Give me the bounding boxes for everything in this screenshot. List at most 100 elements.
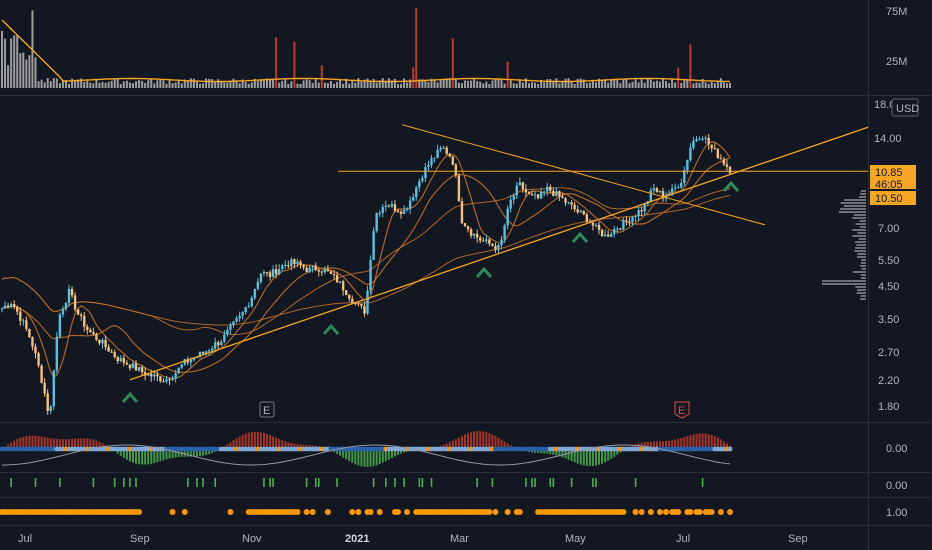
oscillator-bar [701, 433, 704, 449]
candle-body [515, 185, 518, 196]
oscillator-bar [89, 438, 92, 449]
candle-body [348, 295, 351, 299]
oscillator-bar [372, 449, 375, 467]
oscillator-bar [366, 449, 369, 467]
candle-body [3, 305, 7, 309]
oscillator-pane-3 [0, 509, 733, 515]
candle-body [591, 222, 595, 226]
candle-body [613, 228, 616, 234]
oscillator-bar [192, 449, 195, 457]
volume-profile-bar [855, 286, 866, 288]
volume-bar [558, 83, 561, 88]
candle-body [131, 363, 135, 369]
signal-tick [384, 478, 387, 487]
signal-dot [367, 509, 374, 515]
candle-body [667, 193, 671, 196]
candle-body [320, 271, 324, 273]
candle-body [549, 186, 552, 191]
volume-profile-bar [853, 271, 866, 273]
earnings-marker-past [259, 401, 275, 418]
signal-tick [202, 478, 204, 487]
candle-body [704, 137, 707, 139]
volume-bar [211, 79, 214, 88]
candle-body [153, 374, 156, 377]
oscillator-bar [683, 437, 686, 449]
pivot-marker [722, 180, 740, 192]
volume-profile-bar [860, 277, 866, 279]
candle-body [171, 378, 174, 381]
signal-dot [687, 509, 694, 515]
price-tag-countdown: 46:05 [875, 179, 903, 191]
candle-body [34, 346, 37, 354]
candle-body [326, 269, 330, 272]
volume-pane [1, 8, 731, 89]
signal-tick [305, 478, 308, 487]
volume-profile-bar [854, 250, 866, 252]
candle-body [661, 190, 665, 199]
signal-tick [476, 478, 478, 487]
oscillator-bar [692, 434, 695, 449]
oscillator-bar [339, 449, 342, 456]
volume-bar [692, 83, 695, 88]
candle-body [192, 357, 196, 360]
volume-bar [619, 83, 622, 88]
candle-body [393, 204, 397, 211]
candle-body [22, 320, 25, 322]
volume-profile-bar [852, 229, 866, 231]
oscillator-bar [68, 439, 71, 449]
candle-body [6, 305, 10, 308]
price-candles [0, 134, 732, 415]
volume-bar [247, 83, 250, 88]
oscillator-bar [643, 441, 646, 449]
signal-dot [324, 509, 331, 515]
volume-bar [567, 78, 570, 88]
volume-bar [384, 81, 387, 88]
volume-bar [266, 78, 269, 88]
volume-profile-bar [840, 202, 866, 204]
oscillator-bar [570, 449, 573, 461]
price-tag-current [870, 165, 916, 189]
candle-body [415, 187, 418, 198]
volume-bar [61, 79, 64, 88]
oscillator-bar [64, 439, 67, 449]
volume-bar [527, 83, 530, 88]
candle-body [73, 295, 77, 310]
signal-tick [701, 478, 704, 487]
candle-body [485, 239, 488, 241]
volume-bar [7, 65, 10, 88]
candle-body [235, 318, 238, 322]
oscillator-bar [348, 449, 351, 462]
oscillator-bar [445, 443, 448, 449]
candle-body [497, 244, 500, 250]
oscillator-bar [156, 449, 159, 463]
candle-body [19, 311, 22, 321]
volume-bar [55, 78, 58, 88]
oscillator-bar [174, 449, 177, 458]
candle-body [351, 298, 354, 304]
price-tick-label: 2.70 [878, 347, 899, 359]
candle-body [366, 290, 369, 314]
oscillator-bar [658, 441, 661, 449]
volume-bar [381, 78, 384, 88]
moving-average-line [1, 141, 731, 380]
volume-bar [695, 82, 698, 88]
candle-body [430, 158, 433, 165]
oscillator-bar [476, 431, 479, 449]
candle-body [652, 188, 656, 191]
oscillator-bar [488, 433, 491, 449]
price-tag-second [870, 191, 916, 205]
volume-bar [49, 81, 52, 88]
oscillator-bar [101, 443, 104, 449]
volume-bar [439, 79, 442, 88]
volume-bar [698, 82, 701, 88]
signal-dot [492, 509, 499, 515]
volume-bar [256, 81, 259, 88]
signal-dot [663, 509, 670, 515]
volume-bar [168, 80, 171, 88]
oscillator-bar [250, 432, 253, 449]
candle-body [253, 288, 257, 298]
volume-bar [430, 78, 433, 88]
signal-dot [376, 509, 383, 515]
volume-bar [625, 79, 628, 88]
